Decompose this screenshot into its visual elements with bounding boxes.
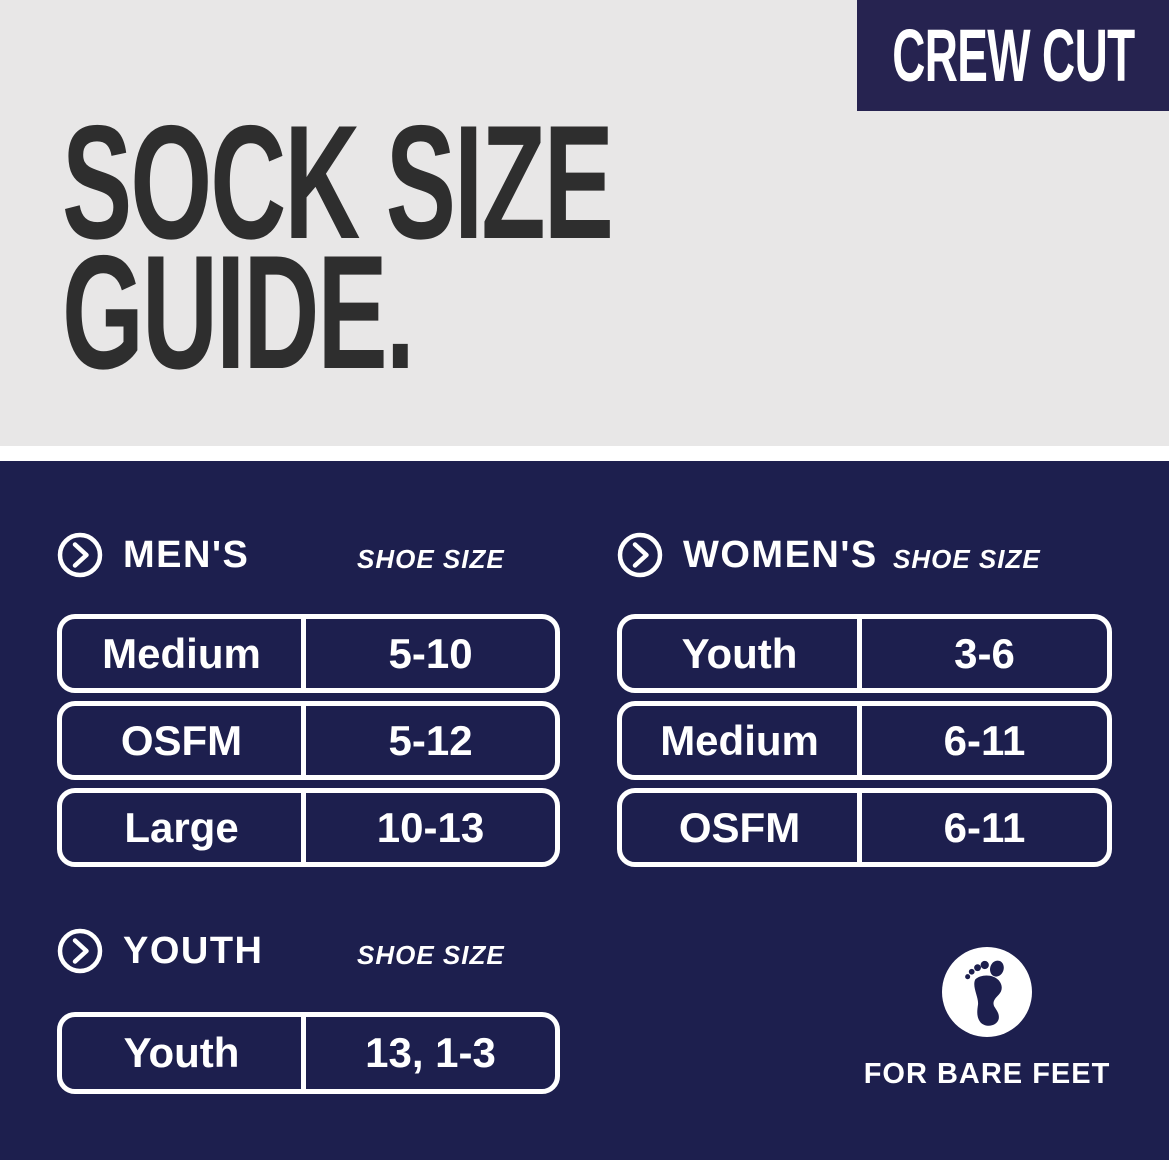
mens-section-label: MEN'S — [123, 533, 250, 576]
youth-size-section: YOUTH SHOE SIZE Youth 13, 1-3 — [57, 928, 560, 1102]
table-row: OSFM 6-11 — [617, 788, 1112, 867]
mens-size-table: Medium 5-10 OSFM 5-12 Large 10-13 — [57, 614, 560, 867]
youth-section-header: YOUTH SHOE SIZE — [57, 928, 560, 974]
womens-shoe-size-label: SHOE SIZE — [893, 544, 1041, 574]
sock-size-cell: OSFM — [62, 706, 307, 775]
shoe-size-cell: 6-11 — [943, 716, 1026, 764]
chevron-right-circle-icon — [617, 532, 663, 578]
womens-section-label: WOMEN'S — [683, 533, 878, 576]
mens-section-header: MEN'S SHOE SIZE — [57, 532, 560, 578]
youth-shoe-size-label: SHOE SIZE — [357, 940, 505, 970]
shoe-size-cell: 5-10 — [388, 629, 473, 677]
crew-cut-badge: CREW CUT — [857, 0, 1169, 111]
shoe-size-cell: 6-11 — [943, 803, 1026, 851]
table-row: Medium 6-11 — [617, 701, 1112, 780]
section-divider — [0, 446, 1169, 461]
title-line-2: GUIDE. — [62, 222, 415, 403]
brand-logo: FOR BARE FEET — [852, 947, 1122, 1091]
sock-size-cell: OSFM — [622, 793, 863, 862]
table-row: OSFM 5-12 — [57, 701, 560, 780]
youth-size-table: Youth 13, 1-3 — [57, 1012, 560, 1094]
table-row: Medium 5-10 — [57, 614, 560, 693]
mens-size-section: MEN'S SHOE SIZE Medium 5-10 OSFM 5-12 La… — [57, 532, 560, 875]
top-section: CREW CUT SOCK SIZE GUIDE. — [0, 0, 1169, 446]
brand-name: FOR BARE FEET — [863, 1058, 1111, 1090]
size-tables-section — [0, 461, 1169, 1160]
page-title: SOCK SIZE GUIDE. — [62, 92, 908, 403]
womens-section-header: WOMEN'S SHOE SIZE — [617, 532, 1112, 578]
sock-size-cell: Medium — [62, 619, 307, 688]
womens-size-table: Youth 3-6 Medium 6-11 OSFM 6-11 — [617, 614, 1112, 867]
sock-size-cell: Large — [62, 793, 307, 862]
chevron-right-circle-icon — [57, 532, 103, 578]
table-row: Large 10-13 — [57, 788, 560, 867]
womens-size-section: WOMEN'S SHOE SIZE Youth 3-6 Medium 6-11 … — [617, 532, 1112, 875]
shoe-size-cell: 3-6 — [954, 629, 1015, 677]
badge-label: CREW CUT — [891, 14, 1135, 97]
title-line-1: SOCK SIZE — [62, 92, 614, 273]
youth-section-label: YOUTH — [123, 929, 264, 972]
mens-shoe-size-label: SHOE SIZE — [357, 544, 505, 574]
table-row: Youth 3-6 — [617, 614, 1112, 693]
sock-size-cell: Medium — [622, 706, 863, 775]
table-row: Youth 13, 1-3 — [57, 1012, 560, 1094]
shoe-size-cell: 13, 1-3 — [365, 1029, 496, 1076]
sock-size-cell: Youth — [622, 619, 863, 688]
chevron-right-circle-icon — [57, 928, 103, 974]
shoe-size-cell: 5-12 — [388, 716, 473, 764]
sock-size-cell: Youth — [62, 1017, 307, 1089]
shoe-size-cell: 10-13 — [376, 803, 485, 851]
footprint-icon — [942, 947, 1032, 1037]
